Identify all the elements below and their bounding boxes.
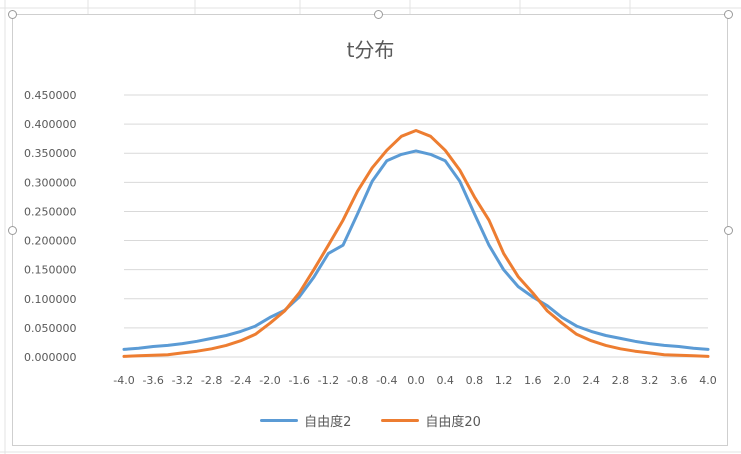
x-tick-label: 3.2 bbox=[641, 374, 659, 387]
x-tick-label: -1.2 bbox=[318, 374, 339, 387]
x-tick-label: -2.8 bbox=[201, 374, 222, 387]
resize-handle-top-left[interactable] bbox=[8, 10, 17, 19]
x-tick-label: 2.4 bbox=[582, 374, 600, 387]
legend-swatch-series-1 bbox=[260, 419, 299, 422]
resize-handle-top-right[interactable] bbox=[724, 10, 733, 19]
legend-swatch-series-2 bbox=[381, 419, 420, 422]
x-tick-label: 0.8 bbox=[466, 374, 484, 387]
legend-item-series-2: 自由度20 bbox=[381, 411, 481, 430]
chart-title: t分布 bbox=[346, 38, 395, 62]
x-tick-label: -2.4 bbox=[230, 374, 251, 387]
x-tick-label: 1.2 bbox=[495, 374, 513, 387]
x-tick-label: -2.0 bbox=[259, 374, 280, 387]
x-tick-label: 3.6 bbox=[670, 374, 688, 387]
y-tick-label: 0.000000 bbox=[24, 351, 77, 364]
resize-handle-left[interactable] bbox=[8, 226, 17, 235]
resize-handle-top[interactable] bbox=[374, 10, 383, 19]
x-tick-label: 2.0 bbox=[553, 374, 571, 387]
x-tick-label: -4.0 bbox=[113, 374, 134, 387]
legend-label-series-2: 自由度20 bbox=[425, 415, 481, 430]
y-tick-label: 0.200000 bbox=[24, 235, 77, 248]
x-tick-label: -0.8 bbox=[347, 374, 368, 387]
x-tick-label: -3.2 bbox=[172, 374, 193, 387]
legend: 自由度2 自由度20 bbox=[0, 411, 741, 430]
y-tick-label: 0.400000 bbox=[24, 118, 77, 131]
y-tick-label: 0.150000 bbox=[24, 264, 77, 277]
x-tick-label: -1.6 bbox=[288, 374, 309, 387]
x-tick-label: -0.4 bbox=[376, 374, 397, 387]
y-tick-label: 0.100000 bbox=[24, 293, 77, 306]
y-tick-label: 0.300000 bbox=[24, 176, 77, 189]
series-line-1 bbox=[122, 149, 710, 351]
series-line-2 bbox=[122, 129, 710, 358]
y-tick-label: 0.450000 bbox=[24, 89, 77, 102]
legend-item-series-1: 自由度2 bbox=[260, 411, 351, 430]
x-tick-label: 2.8 bbox=[612, 374, 630, 387]
legend-label-series-1: 自由度2 bbox=[304, 415, 352, 430]
x-tick-label: 0.4 bbox=[436, 374, 454, 387]
y-tick-label: 0.350000 bbox=[24, 147, 77, 160]
y-tick-label: 0.250000 bbox=[24, 205, 77, 218]
x-tick-label: 4.0 bbox=[699, 374, 717, 387]
resize-handle-right[interactable] bbox=[724, 226, 733, 235]
x-tick-label: 0.0 bbox=[407, 374, 425, 387]
x-tick-label: -3.6 bbox=[142, 374, 163, 387]
x-tick-label: 1.6 bbox=[524, 374, 542, 387]
y-tick-label: 0.050000 bbox=[24, 322, 77, 335]
